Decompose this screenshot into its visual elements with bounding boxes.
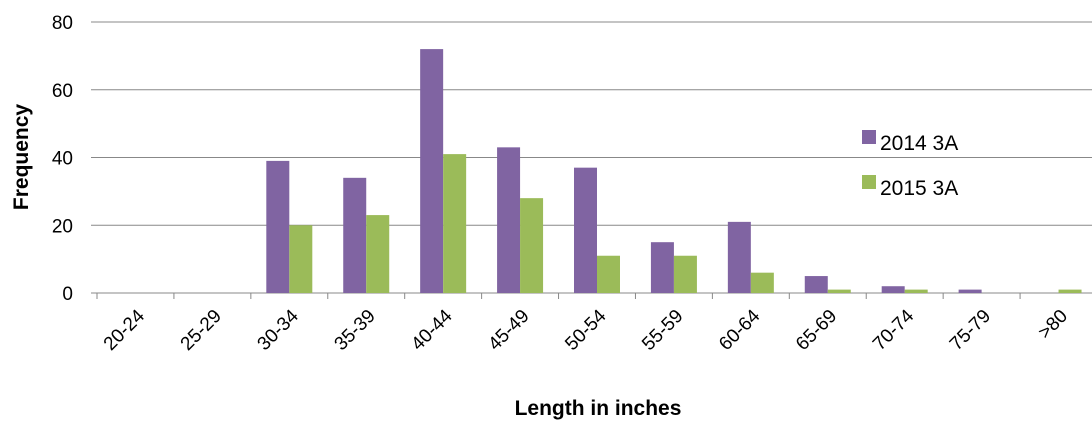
x-tick-label: 60-64 — [715, 305, 765, 355]
x-tick-label: 75-79 — [946, 306, 995, 355]
bar-series1-11 — [958, 289, 982, 293]
y-tick-label: 60 — [52, 81, 73, 102]
bar-series1-10 — [881, 286, 905, 293]
x-axis-title: Length in inches — [515, 397, 682, 420]
bar-series1-4 — [420, 49, 444, 293]
bar-series2-2 — [289, 225, 313, 293]
x-tick-label: 50-54 — [561, 305, 611, 355]
bar-series1-3 — [343, 177, 367, 293]
bar-series2-12 — [1058, 289, 1082, 293]
x-tick-label: 30-34 — [254, 305, 304, 355]
y-tick-label: 20 — [52, 216, 73, 237]
x-tick-label: 65-69 — [792, 306, 841, 355]
legend: 2014 3A 2015 3A — [862, 130, 958, 200]
x-tick-label: 25-29 — [177, 306, 226, 355]
y-axis-title: Frequency — [10, 104, 33, 211]
bars — [266, 49, 1082, 293]
x-tick-label: 55-59 — [638, 306, 687, 355]
y-tick-labels: 0 20 40 60 80 — [52, 13, 73, 305]
legend-swatch — [862, 175, 876, 189]
x-tick-label: 45-49 — [484, 306, 533, 355]
bar-series2-9 — [827, 289, 851, 293]
y-tick-label: 80 — [52, 13, 73, 34]
y-tick-label: 0 — [62, 284, 73, 305]
bar-series1-9 — [804, 276, 828, 293]
x-tick-label: >80 — [1034, 306, 1072, 344]
bar-series1-8 — [727, 221, 751, 293]
bar-series2-3 — [366, 215, 390, 293]
legend-label: 2014 3A — [880, 132, 958, 155]
bar-series1-5 — [497, 147, 521, 293]
x-tick-label: 70-74 — [869, 305, 919, 355]
bar-series1-7 — [650, 242, 674, 293]
bar-series2-10 — [904, 289, 928, 293]
x-axis — [96, 293, 1021, 299]
bar-series2-8 — [750, 272, 774, 293]
y-tick-label: 40 — [52, 149, 73, 170]
bar-series2-6 — [597, 255, 620, 293]
bar-series2-4 — [443, 154, 467, 293]
legend-swatch — [862, 130, 876, 144]
x-tick-label: 40-44 — [407, 305, 457, 355]
x-tick-label: 35-39 — [331, 306, 380, 355]
bar-series1-6 — [574, 167, 597, 293]
bar-series2-7 — [673, 255, 697, 293]
x-tick-labels: 20-24 25-29 30-34 35-39 40-44 45-49 50-54 55-59… — [100, 305, 1072, 355]
legend-label: 2015 3A — [880, 177, 958, 200]
x-tick-label: 20-24 — [100, 305, 150, 355]
bar-series2-5 — [520, 198, 544, 293]
bar-series1-2 — [266, 160, 290, 293]
